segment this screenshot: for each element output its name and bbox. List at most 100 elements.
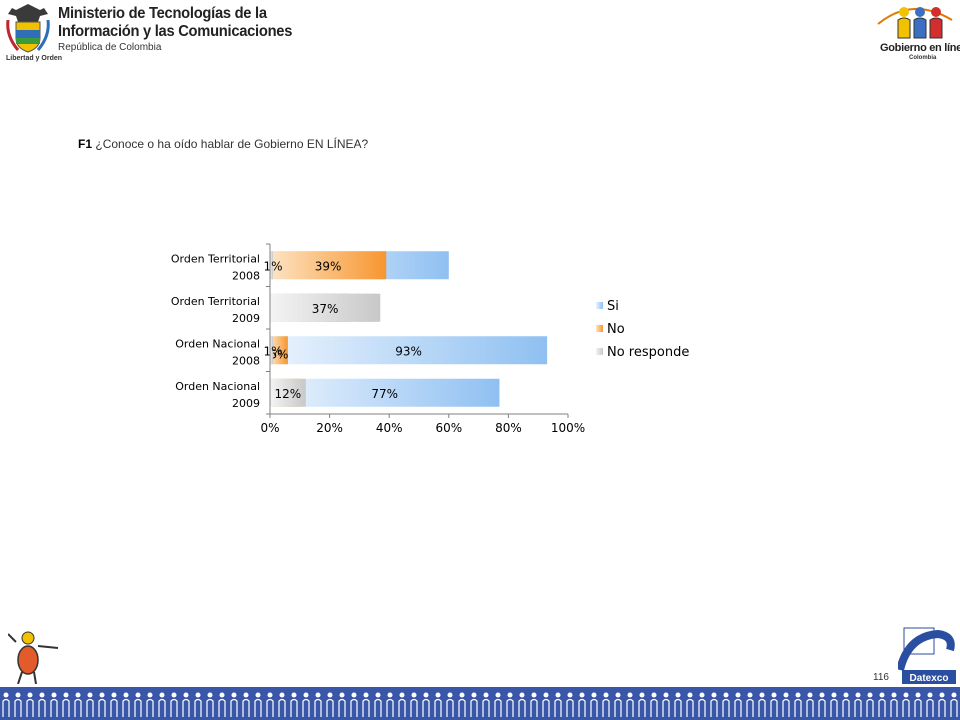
legend-label-si: Si <box>607 299 619 314</box>
footer-person-icon <box>482 692 490 717</box>
footer-person-icon <box>950 692 958 717</box>
footer-person-icon <box>458 692 466 717</box>
footer-person-icon <box>746 692 754 717</box>
legend-swatch-no <box>596 325 603 332</box>
legend-swatch-no-responde <box>596 348 603 355</box>
footer-person-icon <box>506 692 514 717</box>
footer-person-icon <box>842 692 850 717</box>
datexco-logo-icon: Datexco <box>898 627 956 684</box>
footer-person-icon <box>662 692 670 717</box>
footer-person-icon <box>290 692 298 717</box>
category-label-2-1: 2008 <box>232 354 260 367</box>
bar-no-responde-3 <box>270 378 306 407</box>
data-label-no-responde-2: 1% <box>263 344 282 358</box>
page-number: 116 <box>873 672 889 683</box>
footer-person-icon <box>734 692 742 717</box>
question-title: F1 ¿Conoce o ha oído hablar de Gobierno … <box>78 137 368 151</box>
category-label-0-0: Orden Territorial <box>171 252 260 265</box>
footer-person-icon <box>902 692 910 717</box>
gel-logo-subtitle: Colombia <box>909 55 937 61</box>
footer-person-icon <box>818 692 826 717</box>
x-tick-label-1: 20% <box>316 421 343 435</box>
gobierno-en-linea-logo-icon <box>877 7 953 39</box>
mascot-figure-icon <box>8 631 59 684</box>
bar-no-responde-0 <box>270 251 273 280</box>
footer-person-icon <box>926 692 934 717</box>
footer-person-icon <box>50 692 58 717</box>
footer-person-icon <box>74 692 82 717</box>
footer-person-icon <box>878 692 886 717</box>
footer-person-icon <box>374 692 382 717</box>
datexco-logo-text: Datexco <box>910 673 949 684</box>
footer-person-icon <box>806 692 814 717</box>
footer-person-icon <box>38 692 46 717</box>
legend-label-no: No <box>607 322 625 337</box>
footer-person-icon <box>266 692 274 717</box>
footer-person-icon <box>710 692 718 717</box>
footer-person-icon <box>302 692 310 717</box>
footer-person-icon <box>338 692 346 717</box>
bar-no-responde-1 <box>270 293 381 322</box>
footer-person-icon <box>386 692 394 717</box>
footer-person-icon <box>170 692 178 717</box>
x-tick-label-2: 40% <box>376 421 403 435</box>
footer-person-icon <box>770 692 778 717</box>
category-label-3-0: Orden Nacional <box>175 380 260 393</box>
footer-person-icon <box>602 692 610 717</box>
motto-text: Libertad y Orden <box>6 55 63 62</box>
footer-person-icon <box>554 692 562 717</box>
footer-band <box>0 687 960 720</box>
bar-si-3 <box>270 378 500 407</box>
footer-person-icon <box>242 692 250 717</box>
ministry-line-2: Información y las Comunicaciones <box>58 23 293 40</box>
footer-person-icon <box>134 692 142 717</box>
footer-person-icon <box>362 692 370 717</box>
coat-of-arms-icon <box>6 4 50 53</box>
x-tick-label-3: 60% <box>435 421 462 435</box>
bar-no-responde-2 <box>270 336 273 365</box>
footer-person-icon <box>410 692 418 717</box>
ministry-line-1: Ministerio de Tecnologías de la <box>58 5 267 22</box>
footer-person-icon <box>542 692 550 717</box>
data-label-no-responde-3: 12% <box>275 387 302 401</box>
bar-no-2 <box>270 336 288 365</box>
footer-person-icon <box>182 692 190 717</box>
footer-person-icon <box>398 692 406 717</box>
ministry-title: Ministerio de Tecnologías de la Informac… <box>58 6 312 53</box>
footer-person-icon <box>530 692 538 717</box>
ministry-line-3: República de Colombia <box>58 42 162 53</box>
x-tick-label-5: 100% <box>551 421 585 435</box>
category-label-0-1: 2008 <box>232 269 260 282</box>
legend-swatch-si <box>596 302 603 309</box>
footer-people-pattern-icon <box>2 692 958 717</box>
footer-person-icon <box>674 692 682 717</box>
footer-person-icon <box>230 692 238 717</box>
data-label-no-2: 6% <box>269 347 288 361</box>
bar-no-0 <box>270 251 387 280</box>
footer-person-icon <box>194 692 202 717</box>
question-text: ¿Conoce o ha oído hablar de Gobierno EN … <box>95 137 369 151</box>
data-label-si-2: 93% <box>395 344 422 358</box>
footer-person-icon <box>494 692 502 717</box>
category-label-3-1: 2009 <box>232 397 260 410</box>
footer-person-icon <box>626 692 634 717</box>
footer-person-icon <box>650 692 658 717</box>
footer-person-icon <box>518 692 526 717</box>
footer-person-icon <box>782 692 790 717</box>
footer-person-icon <box>890 692 898 717</box>
footer-person-icon <box>422 692 430 717</box>
footer-person-icon <box>98 692 106 717</box>
footer-person-icon <box>434 692 442 717</box>
footer-person-icon <box>86 692 94 717</box>
ministry-header: Libertad y Orden Ministerio de Tecnologí… <box>0 0 292 70</box>
footer-person-icon <box>278 692 286 717</box>
bar-si-2 <box>270 336 548 365</box>
category-label-1-0: Orden Territorial <box>171 295 260 308</box>
footer-person-icon <box>14 692 22 717</box>
footer-person-icon <box>866 692 874 717</box>
footer-person-icon <box>446 692 454 717</box>
footer-person-icon <box>158 692 166 717</box>
data-label-si-3: 77% <box>371 387 398 401</box>
footer-person-icon <box>122 692 130 717</box>
footer-person-icon <box>614 692 622 717</box>
